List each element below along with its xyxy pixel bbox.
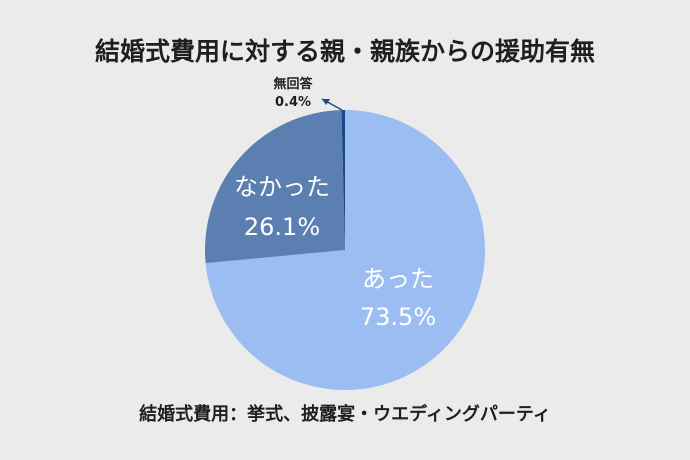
slice-value-nakatta: 26.1%	[244, 213, 320, 241]
chart-title: 結婚式費用に対する親・親族からの援助有無	[94, 37, 595, 66]
leader-arrowhead	[322, 99, 330, 105]
slice-value-mukaito: 0.4%	[275, 95, 311, 110]
slice-mukaito	[341, 110, 345, 250]
slice-label-arimashita: あった	[362, 265, 434, 293]
footnote: 結婚式費用：挙式、披露宴・ウエディングパーティ	[139, 404, 551, 425]
slice-label-mukaito: 無回答	[273, 76, 313, 92]
slice-label-nakatta: なかった	[234, 173, 330, 201]
slice-value-arimashita: 73.5%	[360, 303, 436, 331]
slice-nakatta	[205, 110, 345, 264]
slice-arimashita	[205, 110, 486, 390]
